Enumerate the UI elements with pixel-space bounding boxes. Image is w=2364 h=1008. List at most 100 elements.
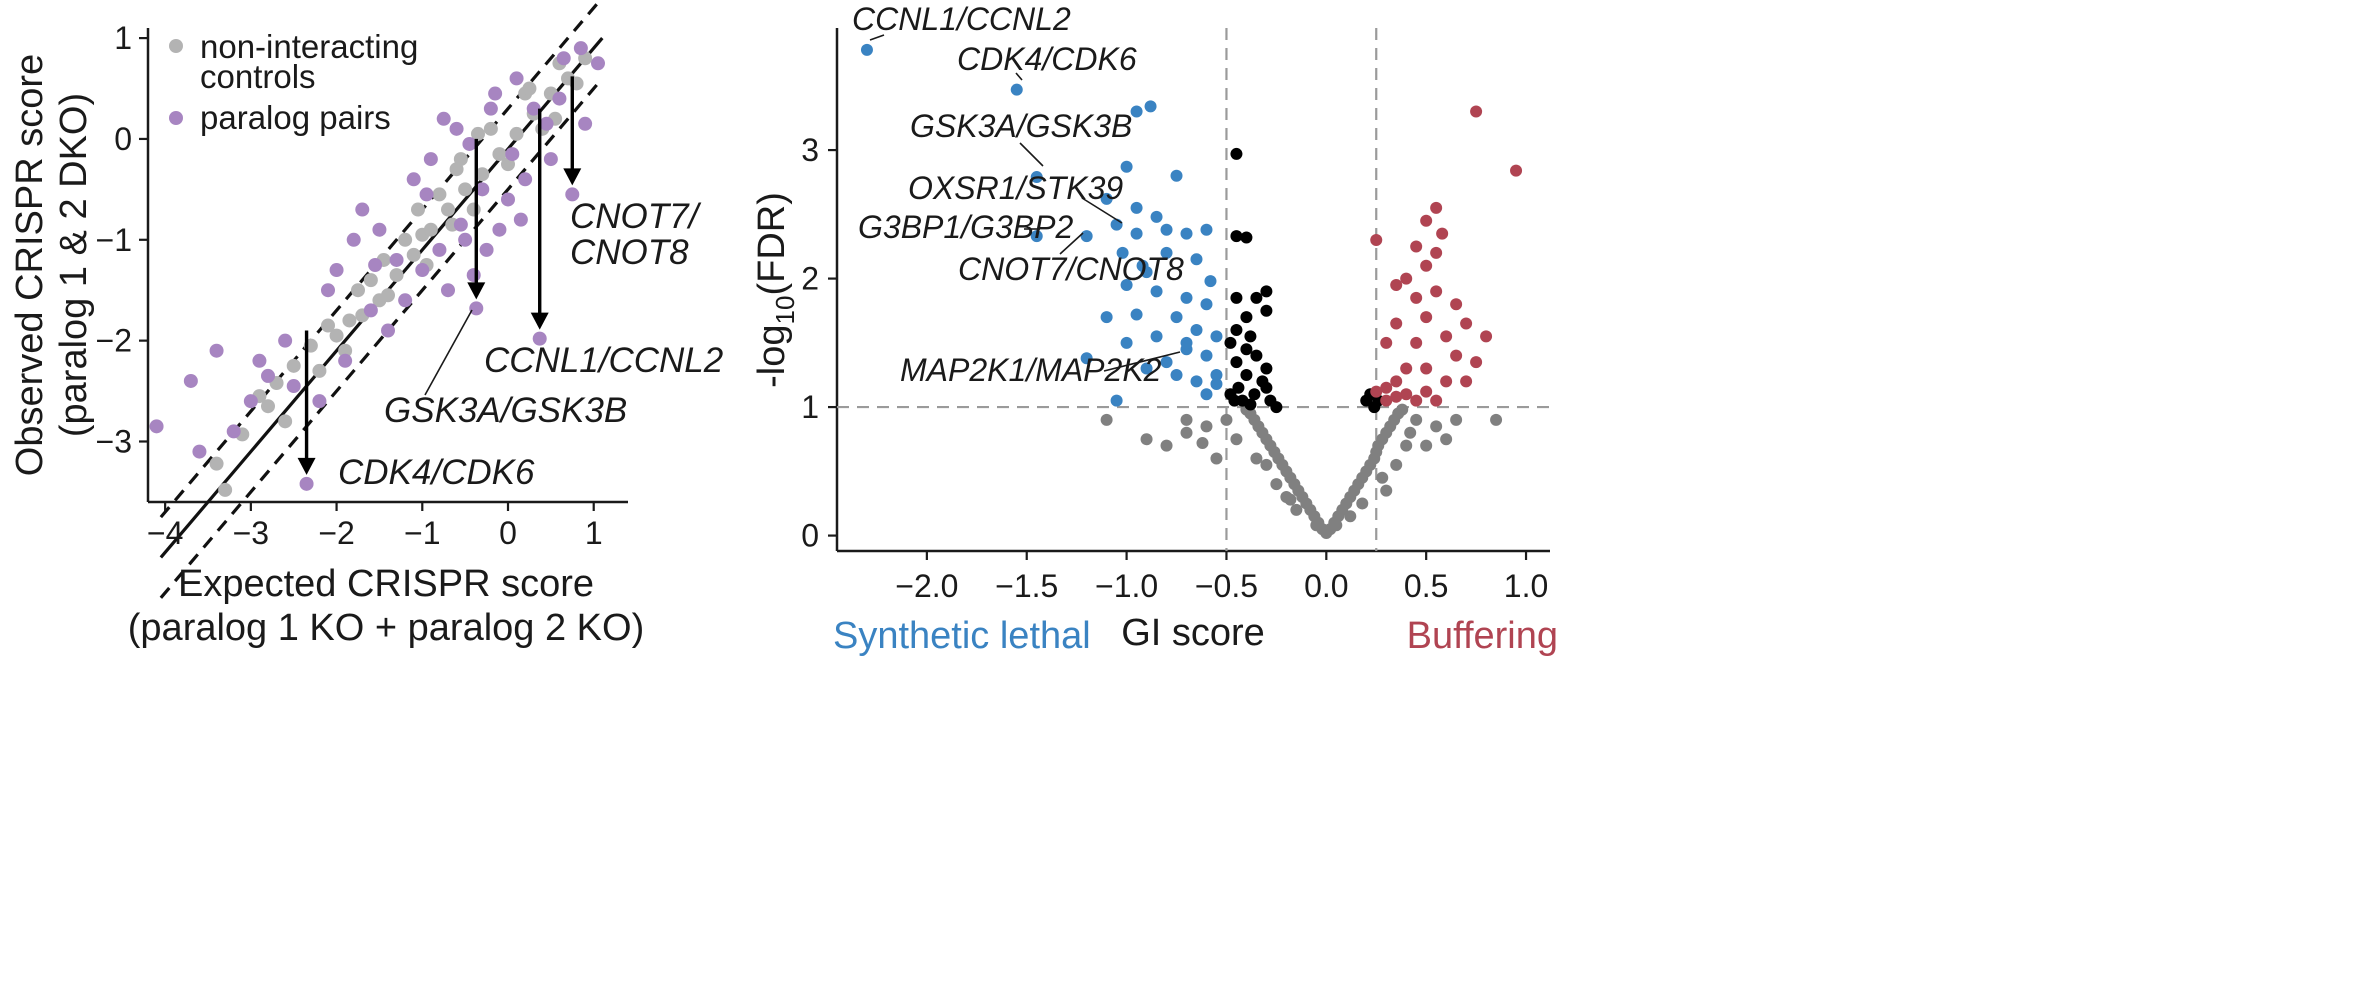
right-y-tick-label: 0 bbox=[801, 518, 819, 554]
paralog-pairs-point bbox=[565, 187, 580, 202]
left-y-tick-label: −1 bbox=[96, 222, 132, 258]
region-label-synthetic-lethal: Synthetic lethal bbox=[833, 615, 1091, 657]
synthetic-lethal-point bbox=[1110, 394, 1123, 407]
leader-gsk3a-gsk3b-left bbox=[424, 309, 473, 396]
legend-controls-label-line2: controls bbox=[200, 58, 316, 95]
right-y-tick-label: 3 bbox=[801, 132, 819, 168]
buffering-point bbox=[1390, 317, 1403, 330]
left-x-axis-title-line1: Expected CRISPR score bbox=[178, 563, 594, 605]
significant-point bbox=[1230, 147, 1243, 160]
non-interacting-controls-point bbox=[509, 126, 524, 141]
buffering-point bbox=[1380, 381, 1393, 394]
not-significant-point bbox=[1344, 510, 1357, 523]
significant-point bbox=[1224, 336, 1237, 349]
label-cdk4-cdk6-left: CDK4/CDK6 bbox=[338, 453, 535, 492]
non-interacting-controls-point bbox=[278, 414, 293, 429]
synthetic-lethal-point bbox=[1100, 192, 1113, 205]
right-x-axis-title: GI score bbox=[1121, 612, 1265, 654]
buffering-point bbox=[1420, 362, 1433, 375]
label-gsk3a-gsk3b-left: GSK3A/GSK3B bbox=[384, 391, 627, 430]
paralog-pairs-point bbox=[381, 323, 395, 338]
label-map2k1-map2k2-right: MAP2K1/MAP2K2 bbox=[900, 352, 1162, 388]
right-volcano-panel: −2.0 −1.5 −1.0 −0.5 0.0 0.5 1.0 0 1 2 3 -log10(FDR… bbox=[751, 1, 1558, 657]
significant-point bbox=[1228, 394, 1241, 407]
buffering-point bbox=[1380, 336, 1393, 349]
left-y-axis-title-line1: Observed CRISPR score bbox=[9, 54, 51, 476]
left-y-axis-title-line2: (paralog 1 & 2 DKO) bbox=[53, 93, 95, 437]
buffering-point bbox=[1430, 394, 1443, 407]
non-interacting-controls-point bbox=[471, 126, 485, 141]
paralog-pairs-point bbox=[552, 91, 567, 106]
synthetic-lethal-point bbox=[1200, 223, 1213, 236]
synthetic-lethal-point bbox=[1120, 279, 1133, 292]
arrow-head-1 bbox=[467, 282, 486, 300]
synthetic-lethal-point bbox=[1210, 377, 1223, 390]
non-interacting-controls-point bbox=[381, 288, 395, 303]
not-significant-point bbox=[1260, 458, 1273, 471]
buffering-point bbox=[1410, 336, 1423, 349]
paralog-pairs-point bbox=[513, 212, 528, 227]
non-interacting-controls-point bbox=[389, 268, 404, 283]
paralog-pairs-point bbox=[338, 353, 353, 368]
not-significant-point bbox=[1270, 478, 1283, 491]
buffering-point bbox=[1400, 362, 1413, 375]
left-points bbox=[149, 41, 605, 497]
paralog-pairs-point bbox=[398, 293, 413, 308]
buffering-point bbox=[1420, 311, 1433, 324]
synthetic-lethal-point bbox=[1204, 275, 1217, 288]
paralog-pairs-point bbox=[483, 101, 498, 116]
non-interacting-controls-point bbox=[398, 232, 413, 247]
right-y-axis-title-main: -log bbox=[751, 324, 793, 387]
synthetic-lethal-point bbox=[1120, 160, 1133, 173]
synthetic-lethal-point bbox=[1190, 375, 1203, 388]
buffering-point bbox=[1470, 356, 1483, 369]
buffering-point bbox=[1436, 227, 1449, 240]
left-scatter-panel: −4 −3 −2 −1 0 1 1 0 −1 −2 −3 Expected CRISPR score… bbox=[9, 0, 723, 649]
paralog-pairs-point bbox=[543, 152, 558, 167]
paralog-pairs-point bbox=[226, 424, 241, 439]
paralog-pairs-point bbox=[415, 263, 430, 278]
not-significant-point bbox=[1290, 503, 1303, 516]
buffering-point bbox=[1410, 394, 1423, 407]
right-x-tick-label: 0.0 bbox=[1304, 568, 1348, 604]
paralog-pairs-point bbox=[526, 101, 541, 116]
not-significant-point bbox=[1490, 413, 1503, 426]
significant-point bbox=[1230, 230, 1243, 243]
buffering-point bbox=[1400, 272, 1413, 285]
not-significant-point bbox=[1450, 413, 1463, 426]
synthetic-lethal-point bbox=[1116, 246, 1129, 259]
buffering-point bbox=[1510, 164, 1523, 177]
significant-point bbox=[1240, 368, 1253, 381]
synthetic-lethal-point bbox=[1030, 171, 1043, 184]
synthetic-lethal-point bbox=[1150, 330, 1163, 343]
paralog-pairs-point bbox=[432, 242, 447, 257]
left-ticks: −4 −3 −2 −1 0 1 1 0 −1 −2 −3 bbox=[96, 20, 603, 551]
paralog-pairs-point bbox=[449, 121, 464, 136]
paralog-pairs-point bbox=[479, 242, 494, 257]
synthetic-lethal-point bbox=[1180, 227, 1193, 240]
not-significant-point bbox=[1200, 420, 1213, 433]
paralog-pairs-point bbox=[372, 222, 387, 237]
synthetic-lethal-point bbox=[1080, 230, 1093, 243]
not-significant-point bbox=[1400, 439, 1413, 452]
synthetic-lethal-point bbox=[1210, 368, 1223, 381]
paralog-pairs-point bbox=[423, 152, 438, 167]
non-interacting-controls-point bbox=[411, 202, 425, 217]
left-y-tick-label: −3 bbox=[96, 423, 132, 459]
buffering-point bbox=[1410, 291, 1423, 304]
buffering-point bbox=[1390, 390, 1403, 403]
paralog-pairs-point bbox=[192, 444, 207, 459]
synthetic-lethal-point bbox=[1200, 298, 1213, 311]
label-gsk3a-gsk3b-right: GSK3A/GSK3B bbox=[910, 108, 1132, 144]
right-x-tick-label: −1.5 bbox=[995, 568, 1058, 604]
paralog-pairs-point bbox=[312, 394, 327, 409]
paralog-pairs-point bbox=[462, 136, 477, 151]
legend-paralogs-label: paralog pairs bbox=[200, 99, 391, 136]
right-y-axis-title-sub: 10 bbox=[770, 296, 800, 325]
paralog-pairs-point bbox=[243, 394, 258, 409]
synthetic-lethal-point bbox=[1160, 223, 1173, 236]
left-y-tick-label: 1 bbox=[114, 20, 132, 56]
significant-point bbox=[1260, 304, 1273, 317]
label-g3bp1-g3bp2-right: G3BP1/G3BP2 bbox=[858, 209, 1073, 245]
